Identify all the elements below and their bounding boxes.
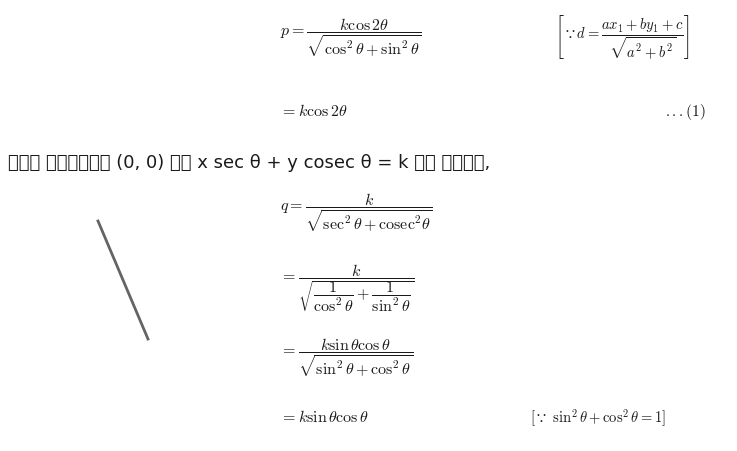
Text: $= k\sin\theta\cos\theta$: $= k\sin\theta\cos\theta$ xyxy=(280,409,368,426)
Text: $q = \dfrac{k}{\sqrt{\sec^2\theta + \mathrm{cosec}^2\theta}}$: $q = \dfrac{k}{\sqrt{\sec^2\theta + \mat… xyxy=(280,191,433,234)
Text: $p = \dfrac{k\cos 2\theta}{\sqrt{\cos^2\theta + \sin^2\theta}}$: $p = \dfrac{k\cos 2\theta}{\sqrt{\cos^2\… xyxy=(280,17,422,60)
Text: $\left[\because d = \dfrac{ax_1 + by_1 + c}{\sqrt{a^2 + b^2}}\right]$: $\left[\because d = \dfrac{ax_1 + by_1 +… xyxy=(555,14,690,62)
Text: $...(1)$: $...(1)$ xyxy=(665,102,706,122)
Text: $= \dfrac{k\sin\theta\cos\theta}{\sqrt{\sin^2\theta + \cos^2\theta}}$: $= \dfrac{k\sin\theta\cos\theta}{\sqrt{\… xyxy=(280,336,413,379)
Text: $[\because\ \sin^2\theta + \cos^2\theta = 1]$: $[\because\ \sin^2\theta + \cos^2\theta … xyxy=(530,406,666,428)
Text: मूल बिन्दु (0, 0) से x sec θ + y cosec θ = k की दूरी,: मूल बिन्दु (0, 0) से x sec θ + y cosec θ… xyxy=(8,154,490,172)
Text: $= \dfrac{k}{\sqrt{\dfrac{1}{\cos^2\theta} + \dfrac{1}{\sin^2\theta}}}$: $= \dfrac{k}{\sqrt{\dfrac{1}{\cos^2\thet… xyxy=(280,262,414,313)
Text: $= k\cos 2\theta$: $= k\cos 2\theta$ xyxy=(280,103,347,120)
